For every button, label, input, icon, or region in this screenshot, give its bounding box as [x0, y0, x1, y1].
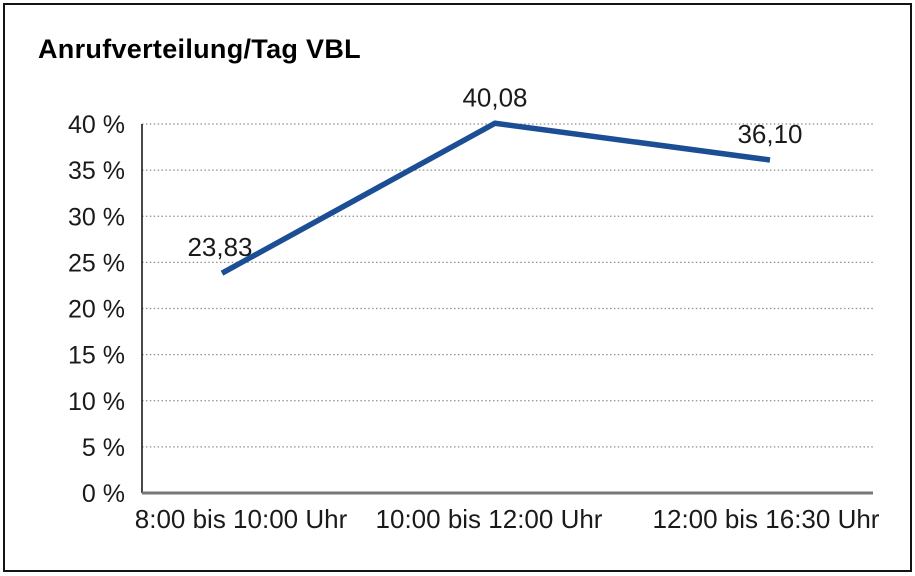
y-axis-tick-label: 40 %: [68, 111, 125, 139]
x-axis-category-label: 12:00 bis 16:30 Uhr: [653, 504, 880, 534]
y-axis-tick-label: 15 %: [68, 342, 125, 370]
data-point-label: 36,10: [737, 119, 802, 149]
y-axis-tick-label: 35 %: [68, 157, 125, 185]
x-axis-category-label: 10:00 bis 12:00 Uhr: [376, 504, 603, 534]
y-axis-tick-label: 20 %: [68, 296, 125, 324]
chart-title: Anrufverteilung/Tag VBL: [38, 34, 361, 64]
y-axis-tick-label: 25 %: [68, 249, 125, 277]
y-axis-tick-label: 0 %: [82, 480, 125, 508]
y-axis-tick-label: 5 %: [82, 434, 125, 462]
y-axis-tick-label: 30 %: [68, 203, 125, 231]
data-line: [220, 120, 771, 276]
x-axis-category-label: 8:00 bis 10:00 Uhr: [135, 504, 348, 534]
y-axis-tick-label: 10 %: [68, 388, 125, 416]
data-point-label: 23,83: [187, 232, 252, 262]
data-point-label: 40,08: [462, 82, 527, 112]
chart-frame: [3, 3, 912, 572]
